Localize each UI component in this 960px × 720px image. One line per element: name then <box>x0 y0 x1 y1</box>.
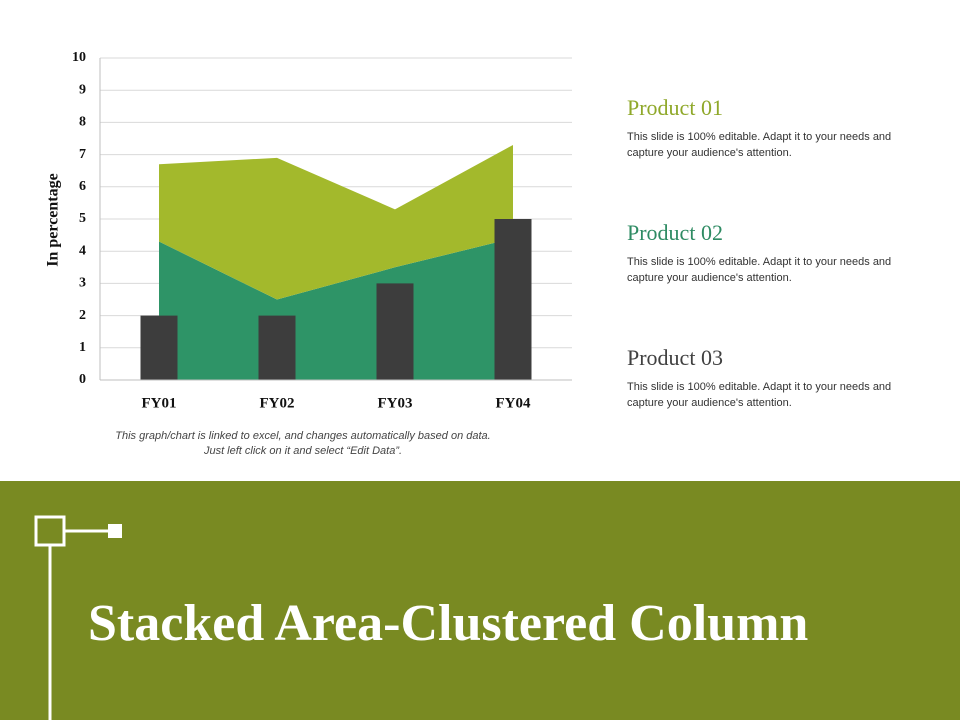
y-tick-label: 1 <box>79 340 86 355</box>
y-tick-label: 0 <box>79 372 86 387</box>
x-tick-label: FY03 <box>378 395 413 411</box>
plot: 0 1 2 3 4 5 6 7 8 9 10 FY01 FY02 FY03 FY04 <box>72 50 572 411</box>
x-tick-label: FY01 <box>142 395 177 411</box>
decor-box <box>34 515 66 547</box>
bar <box>258 315 296 380</box>
bar <box>140 315 178 380</box>
area <box>159 144 513 300</box>
slide-title: Stacked Area-Clustered Column <box>88 595 808 652</box>
y-tick-label: 8 <box>79 115 86 130</box>
legend-description: This slide is 100% editable. Adapt it to… <box>627 131 892 159</box>
y-tick-label: 7 <box>79 147 86 162</box>
x-tick-label: FY04 <box>496 395 531 411</box>
bar <box>494 219 532 380</box>
legend-entry: Product 01 <box>627 95 723 120</box>
legend-description: This slide is 100% editable. Adapt it to… <box>627 381 892 409</box>
y-tick-label: 3 <box>79 276 86 291</box>
legend-entry: Product 02 <box>627 220 723 245</box>
y-tick-label: 10 <box>72 50 86 65</box>
y-tick-label: 6 <box>79 179 86 194</box>
area <box>159 238 513 380</box>
y-tick-label: 5 <box>79 211 86 226</box>
footnote: This graph/chart is linked to excel, and… <box>115 430 490 442</box>
y-tick-label: 2 <box>79 308 86 323</box>
footnote: Just left click on it and select “Edit D… <box>203 445 402 457</box>
legend-description: This slide is 100% editable. Adapt it to… <box>627 256 892 284</box>
y-axis-label: In percentage <box>45 173 62 266</box>
legend-entry: Product 03 <box>627 345 723 370</box>
decor-square <box>108 524 122 538</box>
bar <box>376 283 414 380</box>
y-tick-label: 9 <box>79 82 86 97</box>
y-tick-label: 4 <box>79 243 86 258</box>
title-band <box>0 481 960 720</box>
x-tick-label: FY02 <box>260 395 295 411</box>
